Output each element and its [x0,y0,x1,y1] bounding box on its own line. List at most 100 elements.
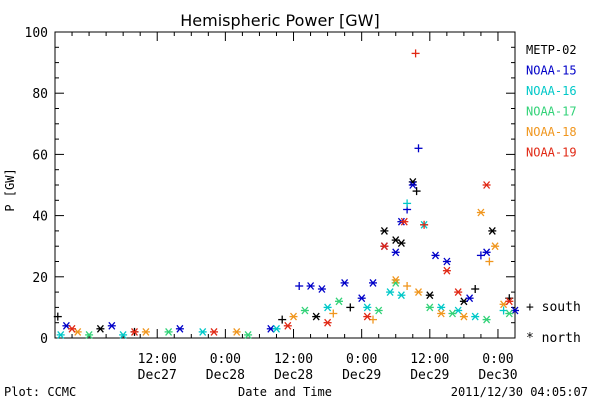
north-point [491,242,500,251]
star-mark-d2 [500,300,508,309]
star-mark-d2 [312,312,320,321]
north-point [465,294,474,303]
north-point [391,275,400,284]
north-point [363,303,372,312]
legend-entry: NOAA-15 [526,64,577,78]
star-mark-d2 [96,324,104,333]
star-mark-d2 [426,291,434,300]
north-point [425,291,434,300]
star-mark-d2 [471,312,479,321]
north-point [340,278,349,287]
north-point [363,312,372,321]
star-mark-d2 [432,251,439,260]
star-mark-d2 [488,226,496,235]
north-point [437,303,446,312]
star-mark-d2 [466,294,474,303]
star-mark-d2 [460,312,468,321]
star-mark-d2 [511,306,519,315]
north-point [175,324,184,333]
star-mark-d2 [74,327,82,336]
star-mark-d2 [199,327,207,336]
north-point [448,309,457,318]
north-point [164,327,173,336]
south-point [412,187,421,196]
north-point [488,226,497,235]
north-point [482,315,491,324]
y-tick-label: 80 [32,87,48,102]
x-tick-date-label: Dec28 [206,368,245,383]
legend-entry: NOAA-19 [526,146,577,160]
y-tick-label: 60 [32,148,48,163]
footer-right: 2011/12/30 04:05:07 [451,385,588,399]
north-point [397,239,406,248]
north-point [482,248,491,257]
north-point [323,303,332,312]
star-mark-d2 [68,324,76,333]
x-tick-date-label: Dec29 [342,368,381,383]
star-mark-d2 [392,275,400,284]
north-point [283,321,292,330]
star-mark-d2 [483,315,491,324]
south-point [346,303,355,312]
star-mark-d2 [437,309,445,318]
star-mark-d2 [449,309,456,318]
star-mark-d2 [290,312,297,321]
star-mark-d2 [437,303,445,312]
south-point [485,257,494,266]
star-mark-d2 [119,330,127,339]
star-mark-d2 [335,297,343,306]
star-mark-d2 [380,242,388,251]
north-point [431,251,440,260]
star-mark-d2 [477,208,485,217]
north-point [391,248,400,257]
chart-title: Hemispheric Power [GW] [180,11,379,30]
north-point [56,330,65,339]
north-point [400,217,409,226]
star-mark-d2 [375,306,383,315]
star-mark-d2 [142,327,150,336]
north-point [386,288,395,297]
south-point [295,282,304,290]
north-point [459,312,468,321]
x-axis: 12:00Dec270:00Dec2812:00Dec280:00Dec2912… [54,32,518,383]
south-point [471,285,480,293]
star-mark-d2 [460,297,468,306]
star-mark-d2 [505,297,513,306]
x-tick-date-label: Dec27 [138,368,177,383]
x-tick-label: 12:00 [274,352,313,367]
star-mark-d2 [443,266,451,275]
north-point [68,324,76,333]
star-mark-d2 [85,330,93,339]
star-mark-d2 [409,181,417,189]
star-mark-d2 [369,278,377,287]
x-tick-label: 12:00 [410,352,449,367]
north-point [289,312,298,321]
south-point [411,49,420,58]
x-tick-label: 0:00 [210,352,241,367]
star-mark-d2 [491,242,499,251]
north-point [369,278,377,287]
legend-entry: NOAA-16 [526,84,577,98]
star-mark-d2 [233,327,241,336]
north-point [471,312,480,321]
south-point [420,220,429,229]
x-tick-label: 0:00 [482,352,513,367]
star-mark-d2 [386,288,394,297]
star-mark-d2 [392,236,400,245]
y-tick-label: 100 [25,26,48,41]
north-point [414,288,423,297]
star-mark-d2 [131,327,138,336]
legend-entry: NOAA-17 [526,105,577,119]
star-mark-d2 [244,330,252,339]
data-points [53,49,519,339]
north-point [198,327,207,336]
star-mark-d2 [415,288,422,297]
plot-frame [54,31,516,339]
star-mark-d2 [324,303,332,312]
star-mark-d2 [267,324,275,333]
north-point [141,327,150,336]
legend-entry: METP-02 [526,43,577,57]
symbol-legend: + south * north [526,300,581,346]
north-point [380,226,389,235]
star-mark-d2 [363,312,371,321]
